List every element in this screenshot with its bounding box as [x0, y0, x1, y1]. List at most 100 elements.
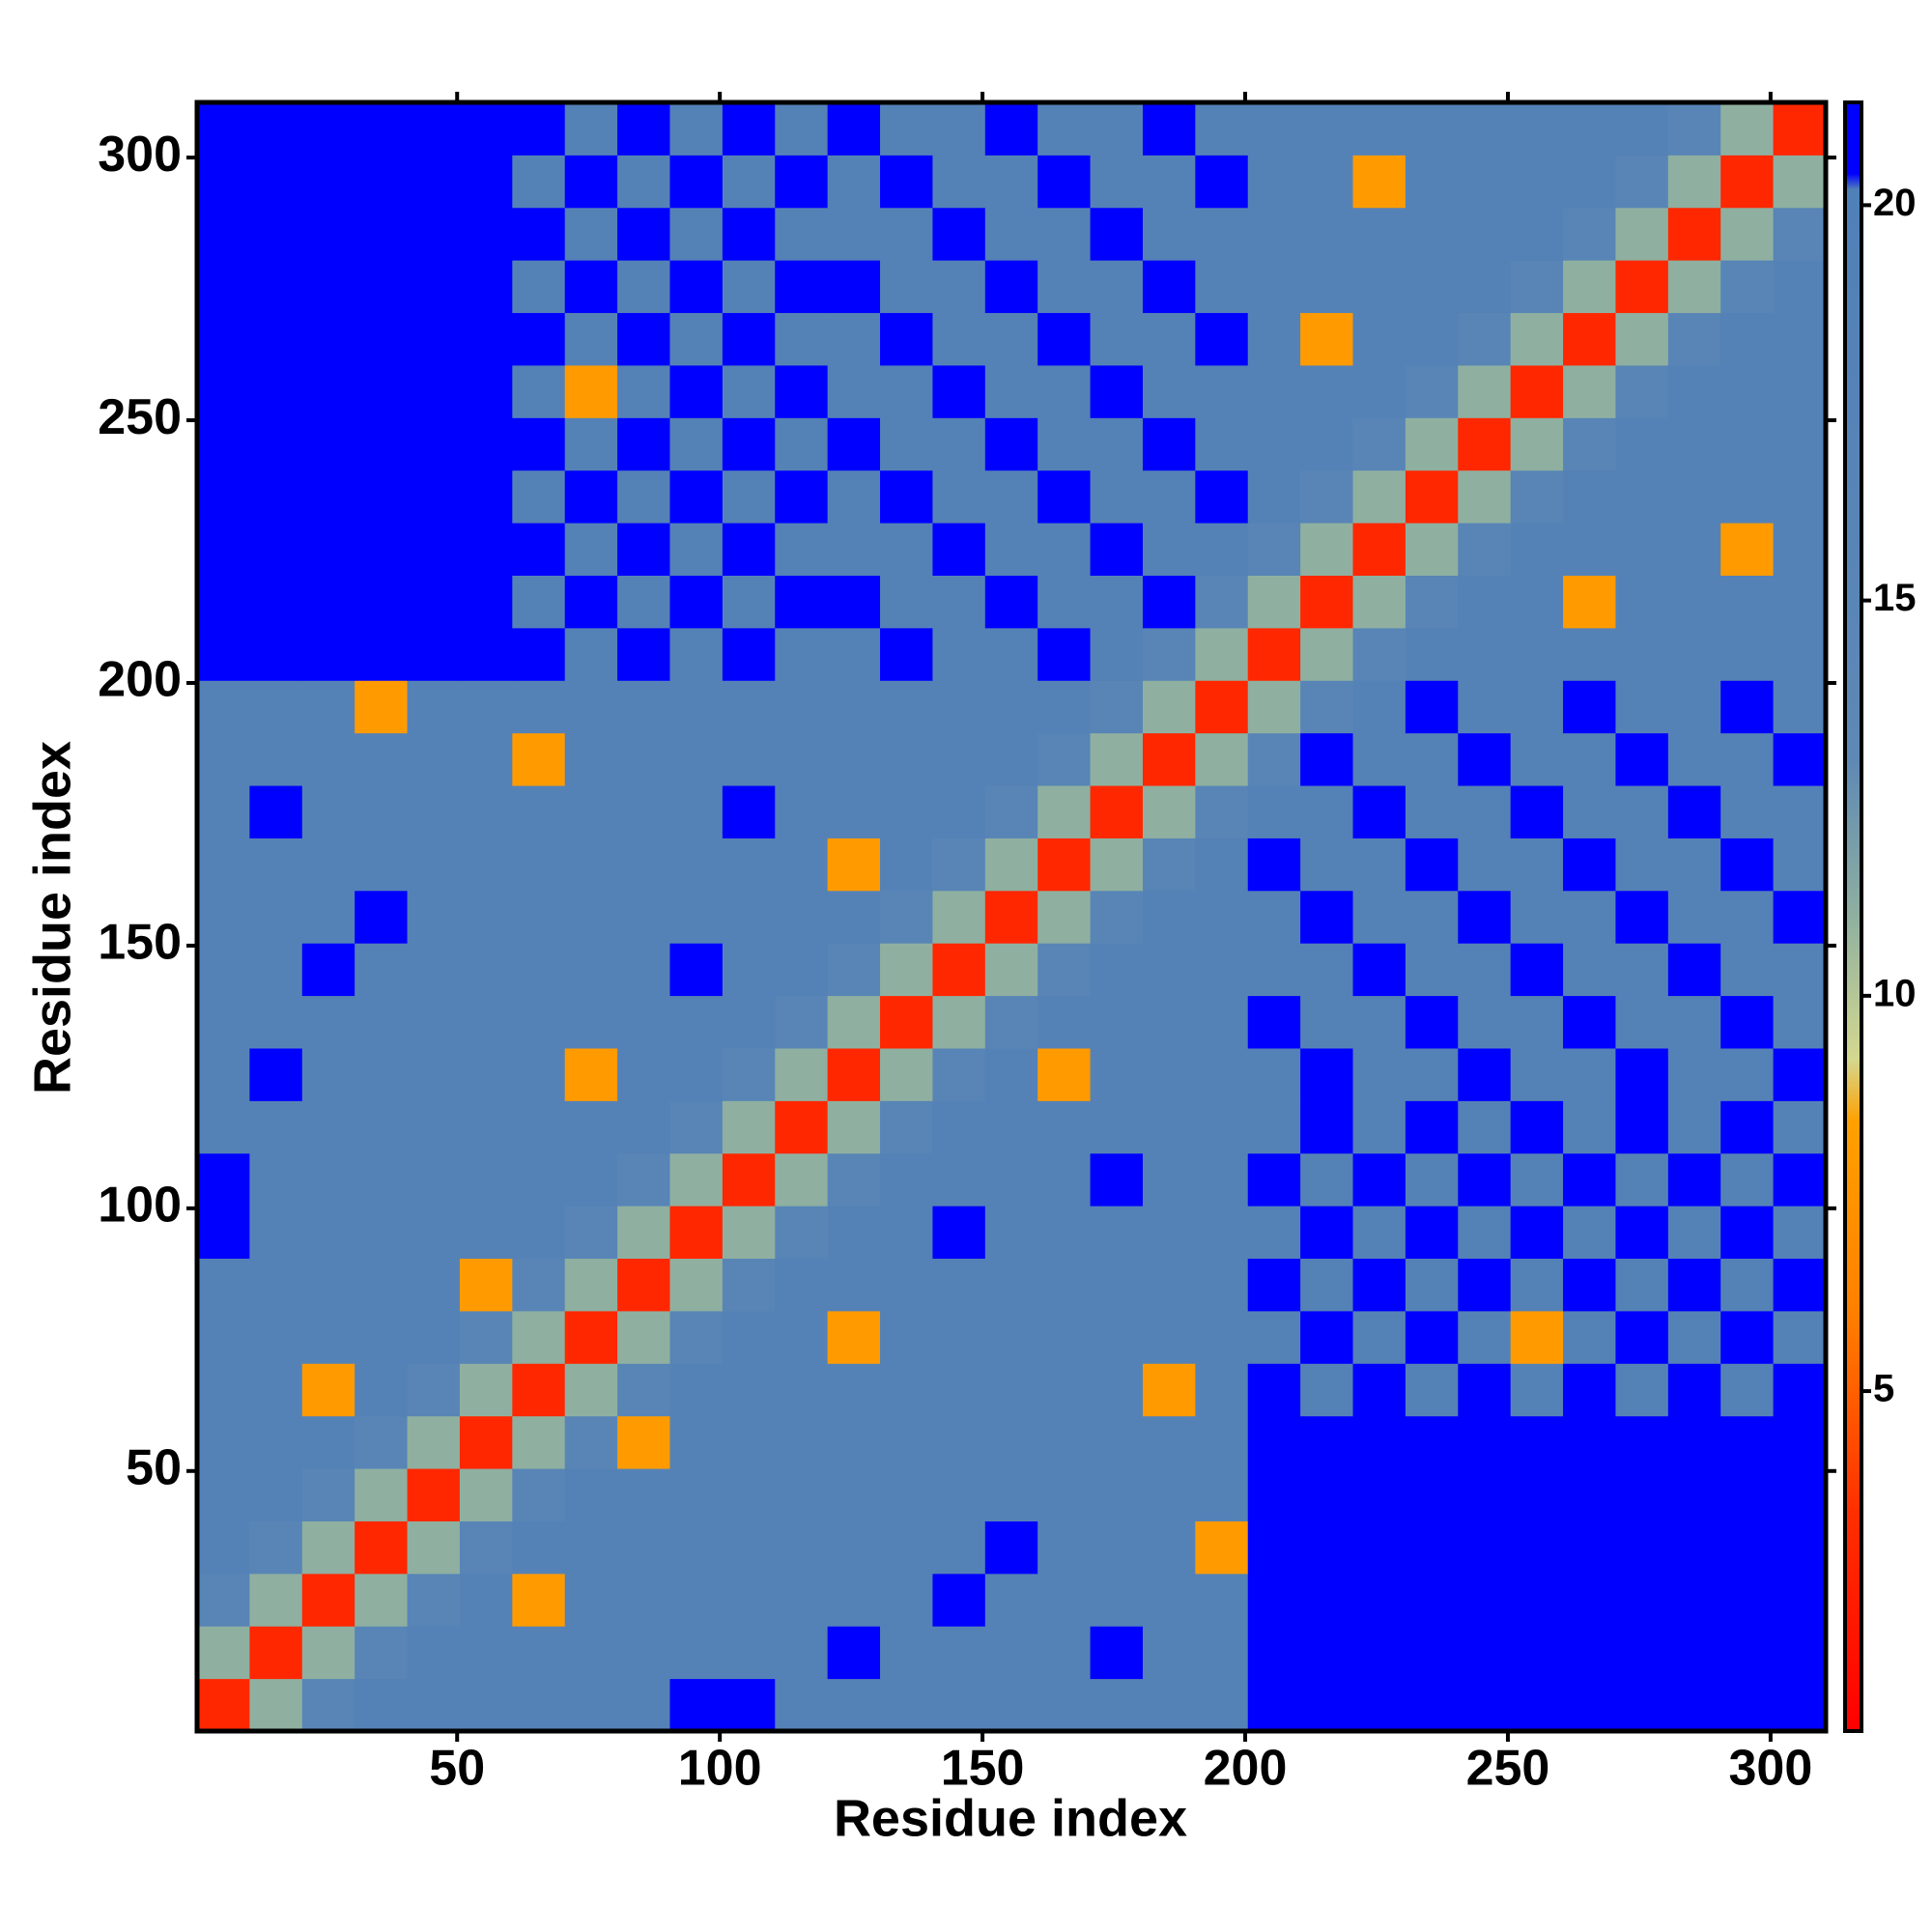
heatmap-cell [984, 785, 1038, 838]
heatmap-cell [722, 260, 776, 314]
heatmap-cell [1405, 890, 1459, 944]
heatmap-cell [197, 1206, 250, 1260]
heatmap-cell [407, 1310, 461, 1364]
heatmap-cell [1458, 364, 1512, 418]
heatmap-cell [1195, 627, 1249, 681]
heatmap-cell [1037, 680, 1092, 734]
heatmap-cell [512, 838, 566, 892]
heatmap-cell [1773, 627, 1827, 681]
heatmap-cell [1563, 260, 1616, 314]
heatmap-cell [984, 260, 1038, 314]
heatmap-cell [1300, 1310, 1354, 1364]
heatmap-cell [564, 575, 618, 629]
heatmap-cell [932, 102, 986, 156]
heatmap-cell [722, 523, 776, 576]
heatmap-cell [1510, 364, 1564, 418]
heatmap-cell [197, 1573, 250, 1627]
heatmap-cell [1090, 575, 1144, 629]
heatmap-cell [512, 575, 566, 629]
heatmap-cell [1037, 523, 1092, 576]
heatmap-cell [1405, 943, 1459, 997]
heatmap-cell [617, 523, 670, 576]
heatmap-cell [301, 102, 355, 156]
heatmap-cell [1195, 1258, 1249, 1312]
heatmap-cell [564, 1415, 618, 1469]
heatmap-cell [669, 102, 724, 156]
heatmap-cell [355, 1310, 409, 1364]
heatmap-cell [1563, 1573, 1616, 1627]
heatmap-cell [1510, 1310, 1564, 1364]
heatmap-cell [1352, 1363, 1406, 1417]
heatmap-cell [1247, 155, 1301, 209]
heatmap-cell [1563, 1152, 1616, 1207]
heatmap-cell [407, 732, 461, 786]
heatmap-cell [1195, 680, 1249, 734]
heatmap-cell [617, 1152, 670, 1207]
heatmap-cell [984, 523, 1038, 576]
heatmap-cell [355, 102, 409, 156]
heatmap-cell [1090, 1626, 1144, 1680]
heatmap-cell [1300, 312, 1354, 366]
heatmap-cell [407, 995, 461, 1049]
heatmap-cell [669, 838, 724, 892]
heatmap-cell [249, 523, 303, 576]
heatmap-cell [1300, 732, 1354, 786]
heatmap-cell [301, 1468, 355, 1521]
heatmap-cell [197, 1415, 250, 1469]
heatmap-cell [197, 417, 250, 471]
heatmap-cell [512, 1678, 566, 1732]
heatmap-cell [1720, 1310, 1775, 1364]
heatmap-cell [669, 995, 724, 1049]
heatmap-cell [775, 523, 829, 576]
heatmap-cell [1090, 1258, 1144, 1312]
heatmap-cell [1563, 102, 1616, 156]
heatmap-cell [197, 155, 250, 209]
heatmap-cell [775, 312, 829, 366]
heatmap-cell [1667, 1678, 1721, 1732]
heatmap-cell [932, 469, 986, 524]
heatmap-cell [1615, 785, 1669, 838]
heatmap-cell [355, 785, 409, 838]
heatmap-cell [1510, 1363, 1564, 1417]
heatmap-cell [1615, 943, 1669, 997]
heatmap-cell [197, 312, 250, 366]
heatmap-cell [249, 1573, 303, 1627]
heatmap-cell [617, 207, 670, 261]
heatmap-cell [1405, 838, 1459, 892]
heatmap-cell [1037, 1100, 1092, 1154]
heatmap-cell [512, 785, 566, 838]
heatmap-cell [984, 943, 1038, 997]
heatmap-cell [1458, 1152, 1512, 1207]
heatmap-cell [301, 1415, 355, 1469]
heatmap-cell [932, 890, 986, 944]
heatmap-cell [1510, 260, 1564, 314]
heatmap-cell [984, 155, 1038, 209]
heatmap-cell [1405, 627, 1459, 681]
heatmap-cell [880, 1626, 933, 1680]
x-tick-label: 250 [1466, 1741, 1550, 1797]
heatmap-cell [984, 838, 1038, 892]
heatmap-cell [932, 207, 986, 261]
heatmap-cell [1510, 943, 1564, 997]
heatmap-cell [249, 312, 303, 366]
x-tick-label: 100 [678, 1741, 762, 1797]
heatmap-cell [1720, 1258, 1775, 1312]
x-axis-title: Residue index [834, 1789, 1187, 1847]
heatmap-cell [249, 995, 303, 1049]
heatmap-cell [932, 1310, 986, 1364]
heatmap-cell [1667, 1520, 1721, 1575]
heatmap-cell [459, 207, 513, 261]
heatmap-cell [1405, 1152, 1459, 1207]
heatmap-cell [512, 1047, 566, 1101]
heatmap-cell [407, 575, 461, 629]
heatmap-cell [1615, 627, 1669, 681]
heatmap-cell [775, 1520, 829, 1575]
heatmap-cell [617, 102, 670, 156]
heatmap-cell [1510, 890, 1564, 944]
heatmap-cell [827, 943, 881, 997]
heatmap-cell [932, 364, 986, 418]
heatmap-cell [459, 1520, 513, 1575]
heatmap-cell [1195, 1363, 1249, 1417]
heatmap-cell [249, 260, 303, 314]
heatmap-cell [1510, 207, 1564, 261]
